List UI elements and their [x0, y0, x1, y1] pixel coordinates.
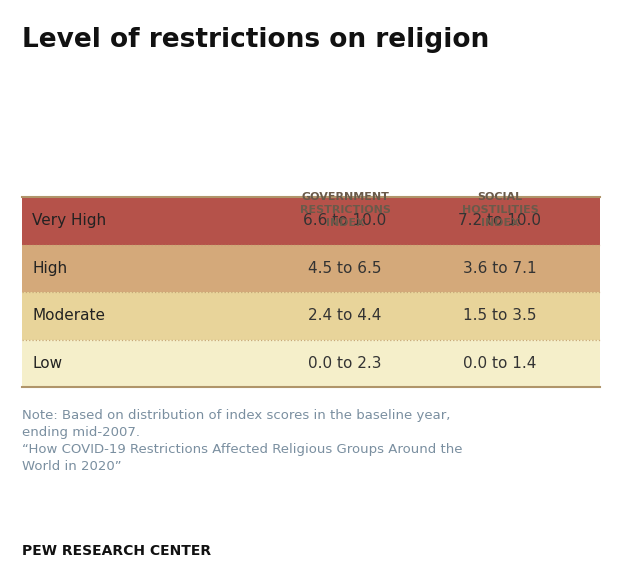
Text: Note: Based on distribution of index scores in the baseline year,: Note: Based on distribution of index sco… [22, 409, 450, 422]
Text: World in 2020”: World in 2020” [22, 460, 122, 473]
Text: GOVERNMENT
RESTRICTIONS
INDEX: GOVERNMENT RESTRICTIONS INDEX [299, 192, 391, 228]
Text: 7.2 to 10.0: 7.2 to 10.0 [459, 213, 541, 228]
Text: 6.6 to 10.0: 6.6 to 10.0 [303, 213, 387, 228]
Text: PEW RESEARCH CENTER: PEW RESEARCH CENTER [22, 544, 211, 558]
Bar [22, 292, 600, 340]
Text: “How COVID-19 Restrictions Affected Religious Groups Around the: “How COVID-19 Restrictions Affected Reli… [22, 443, 463, 456]
Text: 4.5 to 6.5: 4.5 to 6.5 [308, 261, 382, 276]
Text: 0.0 to 2.3: 0.0 to 2.3 [308, 356, 382, 371]
Text: 3.6 to 7.1: 3.6 to 7.1 [463, 261, 537, 276]
Text: 1.5 to 3.5: 1.5 to 3.5 [463, 308, 537, 323]
Bar [22, 197, 600, 244]
Text: Very High: Very High [32, 213, 106, 228]
Text: Low: Low [32, 356, 62, 371]
Text: 0.0 to 1.4: 0.0 to 1.4 [463, 356, 537, 371]
Text: SOCIAL
HOSTILITIES
INDEX: SOCIAL HOSTILITIES INDEX [462, 192, 538, 228]
Text: High: High [32, 261, 67, 276]
Text: Level of restrictions on religion: Level of restrictions on religion [22, 27, 489, 53]
Text: 2.4 to 4.4: 2.4 to 4.4 [308, 308, 382, 323]
Text: Moderate: Moderate [32, 308, 105, 323]
Bar [22, 244, 600, 292]
Text: ending mid-2007.: ending mid-2007. [22, 426, 140, 439]
Bar [22, 340, 600, 387]
